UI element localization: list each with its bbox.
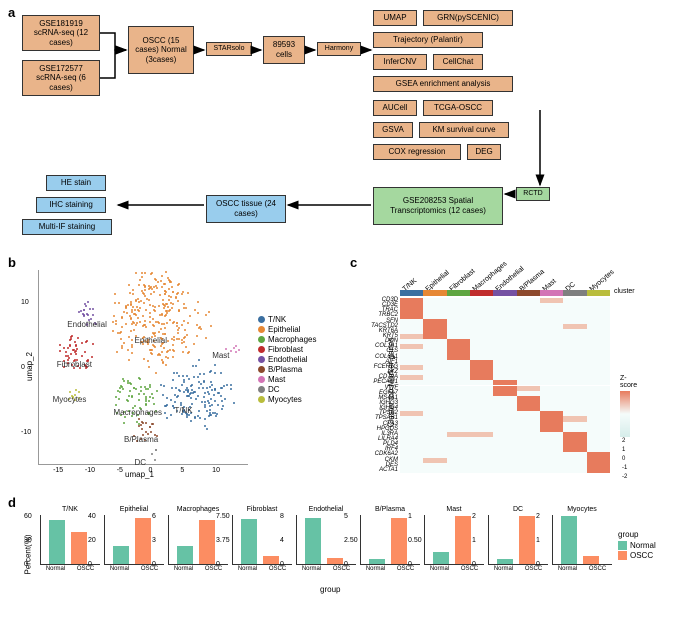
legend-item: T/NK <box>258 315 316 324</box>
flow-box: DEG <box>467 144 501 160</box>
legend-item: Endothelial <box>258 355 316 364</box>
flow-box: CellChat <box>433 54 483 70</box>
flow-box: Harmony <box>317 42 361 56</box>
legend-item: Fibroblast <box>258 345 316 354</box>
legend-item: Macrophages <box>258 335 316 344</box>
flow-box: GSEA enrichment analysis <box>373 76 513 92</box>
panel-b-label: b <box>8 255 16 270</box>
umap-ylabel: umap_2 <box>25 352 34 381</box>
heatmap: T/NKEpithelialFibroblastMacrophagesEndot… <box>400 290 610 470</box>
umap-xlabel: umap_1 <box>125 470 154 479</box>
legend-item: Myocytes <box>258 395 316 404</box>
flow-box: UMAP <box>373 10 417 26</box>
flow-box: 89593 cells <box>263 36 305 64</box>
legend-item: Epithelial <box>258 325 316 334</box>
flow-box: COX regression <box>373 144 461 160</box>
flow-box: GSE208253 Spatial Transcriptomics (12 ca… <box>373 187 503 225</box>
bar-panel: Myocytes012NormalOSCC <box>552 506 612 571</box>
panel-a-label: a <box>8 5 15 20</box>
flow-box: RCTD <box>516 187 550 201</box>
flow-box: Trajectory (Palantir) <box>373 32 483 48</box>
legend-item: DC <box>258 385 316 394</box>
bar-legend: groupNormalOSCC <box>618 530 656 561</box>
flow-box: GSE172577 scRNA-seq (6 cases) <box>22 60 100 96</box>
flow-box: InferCNV <box>373 54 427 70</box>
heatmap-ylabel: Cluster top Marker genes <box>386 338 395 428</box>
panel-d-label: d <box>8 495 16 510</box>
panel-c-label: c <box>350 255 357 270</box>
flow-box: OSCC (15 cases) Normal (3cases) <box>128 26 194 74</box>
flow-box: KM survival curve <box>419 122 509 138</box>
umap-legend: T/NKEpithelialMacrophagesFibroblastEndot… <box>258 315 316 405</box>
flow-box: TCGA-OSCC <box>423 100 493 116</box>
flow-box: IHC staining <box>36 197 106 213</box>
flow-box: GSE181919 scRNA-seq (12 cases) <box>22 15 100 51</box>
flow-box: Multi-IF staining <box>22 219 112 235</box>
legend-item: B/Plasma <box>258 365 316 374</box>
flow-box: GRN(pySCENIC) <box>423 10 513 26</box>
flow-box: STARsolo <box>206 42 252 56</box>
umap-plot: T/NKEpithelialMacrophagesFibroblastEndot… <box>38 270 248 465</box>
flow-box: HE stain <box>46 175 106 191</box>
flow-box: AUCell <box>373 100 417 116</box>
flow-box: GSVA <box>373 122 413 138</box>
flow-box: OSCC tissue (24 cases) <box>206 195 286 223</box>
legend-item: Mast <box>258 375 316 384</box>
